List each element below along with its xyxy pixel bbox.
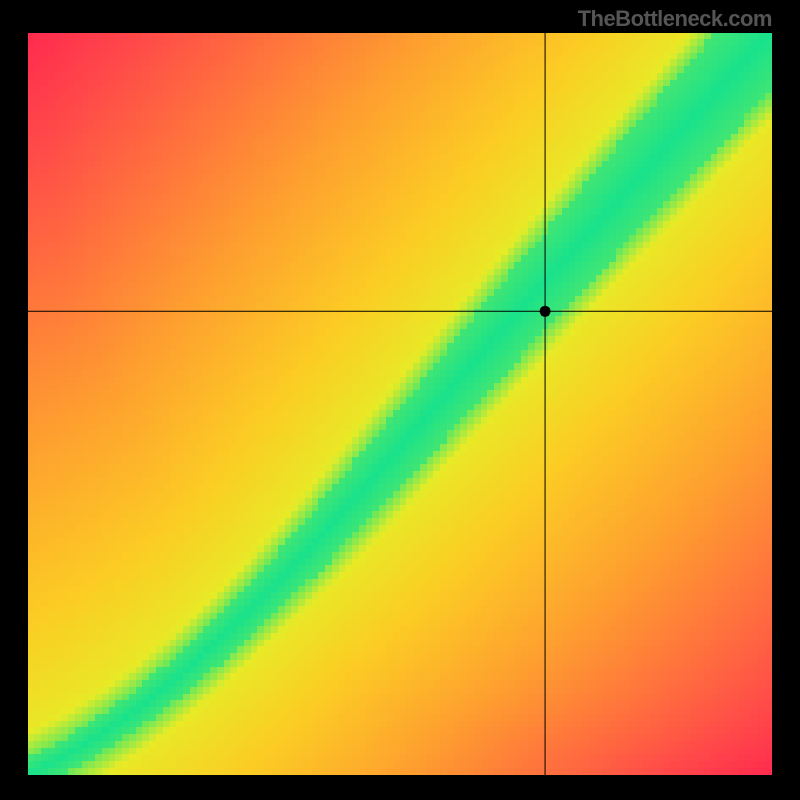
chart-container: TheBottleneck.com [0, 0, 800, 800]
source-watermark: TheBottleneck.com [578, 6, 772, 32]
bottleneck-heatmap-canvas [28, 33, 772, 775]
